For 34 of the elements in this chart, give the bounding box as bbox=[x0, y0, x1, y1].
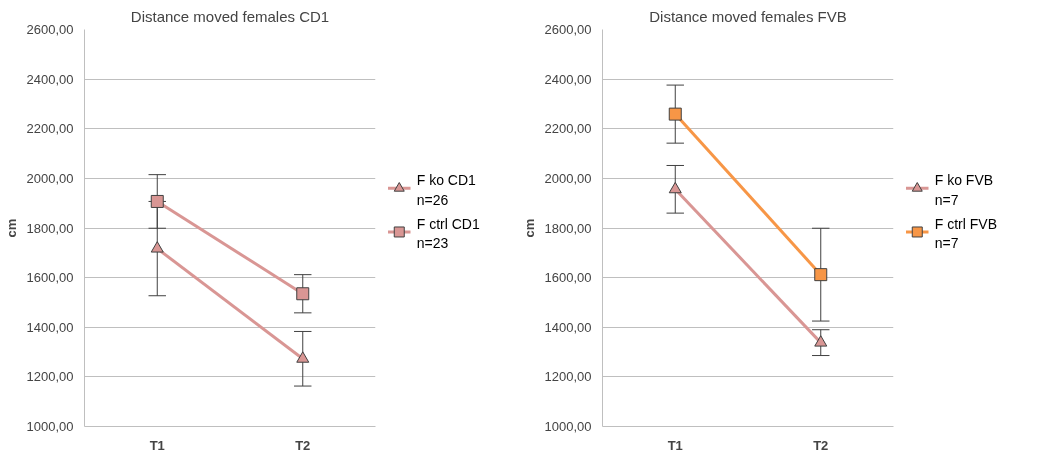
point bbox=[150, 194, 164, 208]
y-tick-label: 1400,00 bbox=[544, 319, 592, 335]
point bbox=[668, 107, 682, 121]
y-tick-label: 1000,00 bbox=[544, 419, 592, 434]
chart-title: Distance moved females CD1 bbox=[130, 7, 330, 25]
y-tick-label: 2000,00 bbox=[544, 170, 592, 186]
y-tick-label: 1800,00 bbox=[26, 220, 74, 236]
y-tick-label: 2600,00 bbox=[26, 22, 74, 37]
x-tick-label: T1 bbox=[149, 437, 165, 453]
x-tick-label: T2 bbox=[813, 437, 829, 453]
y-tick-label: 2400,00 bbox=[544, 71, 592, 87]
legend-label: F ko CD1 n=26 bbox=[416, 172, 477, 208]
x-tick-label: T2 bbox=[295, 437, 311, 453]
y-tick-label: 1600,00 bbox=[26, 270, 74, 286]
y-tick-label: 1800,00 bbox=[544, 220, 592, 236]
y-tick-label: 1200,00 bbox=[544, 369, 592, 385]
y-tick-label: 1400,00 bbox=[26, 319, 74, 335]
y-tick-label: 1600,00 bbox=[544, 270, 592, 286]
legend-label: F ctrl FVB n=7 bbox=[934, 216, 997, 252]
y-tick-label: 2400,00 bbox=[26, 71, 74, 87]
legend-label: F ctrl CD1 n=23 bbox=[416, 216, 480, 252]
x-tick-label: T1 bbox=[667, 437, 683, 453]
y-tick-label: 2200,00 bbox=[26, 121, 74, 137]
y-tick-label: 2600,00 bbox=[544, 22, 592, 37]
y-tick-label: 1000,00 bbox=[26, 419, 74, 434]
legend-label: F ko FVB n=7 bbox=[934, 172, 994, 208]
y-tick-label: 2000,00 bbox=[26, 170, 74, 186]
chart-title: Distance moved females FVB bbox=[649, 7, 847, 25]
y-axis-title: cm bbox=[521, 218, 537, 238]
point bbox=[814, 268, 828, 282]
y-tick-label: 2200,00 bbox=[544, 121, 592, 137]
y-tick-label: 1200,00 bbox=[26, 369, 74, 385]
y-axis-title: cm bbox=[3, 218, 19, 238]
point bbox=[296, 287, 310, 301]
